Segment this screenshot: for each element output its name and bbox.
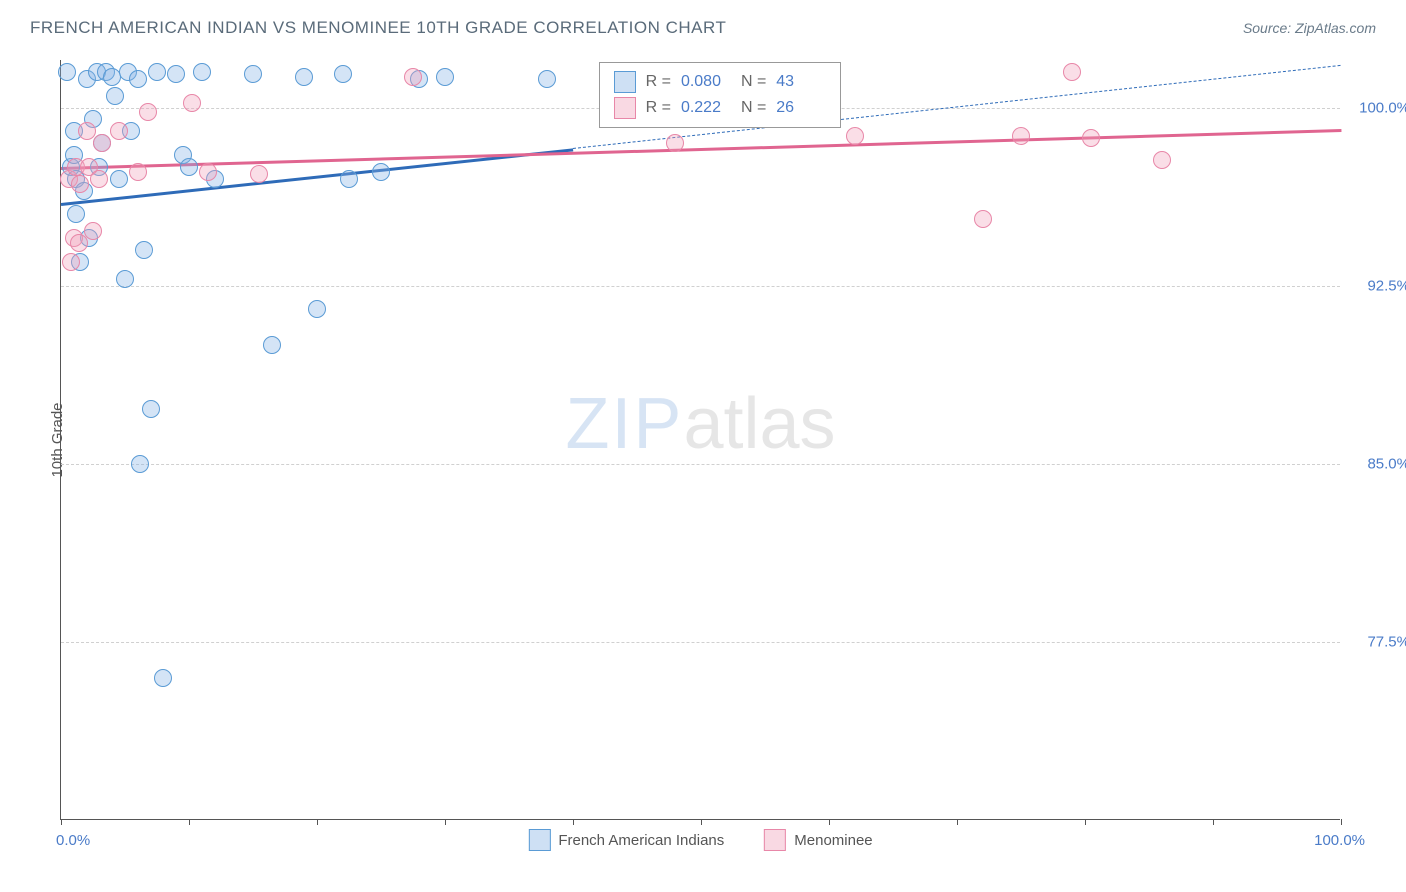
n-label: N = — [741, 73, 766, 91]
data-point — [106, 87, 124, 105]
data-point — [154, 669, 172, 687]
n-value: 26 — [776, 99, 826, 117]
data-point — [110, 122, 128, 140]
stats-row: R = 0.222 N = 26 — [614, 97, 827, 119]
chart-container: 10th Grade ZIPatlas 0.0% 100.0% French A… — [60, 60, 1370, 820]
data-point — [67, 205, 85, 223]
data-point — [180, 158, 198, 176]
x-tick — [61, 819, 62, 825]
grid-line — [61, 464, 1340, 465]
data-point — [142, 400, 160, 418]
source-attribution: Source: ZipAtlas.com — [1243, 20, 1376, 36]
legend-label: French American Indians — [558, 832, 724, 849]
legend: French American Indians Menominee — [528, 829, 872, 851]
data-point — [199, 163, 217, 181]
data-point — [666, 134, 684, 152]
data-point — [334, 65, 352, 83]
r-value: 0.080 — [681, 73, 731, 91]
data-point — [116, 270, 134, 288]
legend-swatch — [764, 829, 786, 851]
grid-line — [61, 642, 1340, 643]
legend-swatch — [614, 71, 636, 93]
data-point — [974, 210, 992, 228]
legend-item: French American Indians — [528, 829, 724, 851]
data-point — [1082, 129, 1100, 147]
x-tick — [1085, 819, 1086, 825]
data-point — [404, 68, 422, 86]
y-tick-label: 85.0% — [1350, 455, 1406, 472]
data-point — [436, 68, 454, 86]
y-tick-label: 100.0% — [1350, 99, 1406, 116]
data-point — [167, 65, 185, 83]
legend-item: Menominee — [764, 829, 872, 851]
watermark-part2: atlas — [683, 384, 835, 464]
data-point — [110, 170, 128, 188]
x-axis-min-label: 0.0% — [56, 832, 90, 849]
x-tick — [957, 819, 958, 825]
y-tick-label: 77.5% — [1350, 633, 1406, 650]
data-point — [372, 163, 390, 181]
grid-line — [61, 286, 1340, 287]
x-tick — [1213, 819, 1214, 825]
x-tick — [317, 819, 318, 825]
data-point — [78, 122, 96, 140]
data-point — [131, 455, 149, 473]
watermark: ZIPatlas — [565, 383, 835, 465]
y-tick-label: 92.5% — [1350, 277, 1406, 294]
data-point — [1153, 151, 1171, 169]
data-point — [71, 175, 89, 193]
data-point — [135, 241, 153, 259]
data-point — [1012, 127, 1030, 145]
x-axis-max-label: 100.0% — [1314, 832, 1365, 849]
x-tick — [445, 819, 446, 825]
x-tick — [1341, 819, 1342, 825]
legend-label: Menominee — [794, 832, 872, 849]
data-point — [340, 170, 358, 188]
n-value: 43 — [776, 73, 826, 91]
data-point — [538, 70, 556, 88]
data-point — [129, 70, 147, 88]
stats-row: R = 0.080 N = 43 — [614, 71, 827, 93]
chart-title: FRENCH AMERICAN INDIAN VS MENOMINEE 10TH… — [30, 18, 726, 38]
data-point — [244, 65, 262, 83]
header: FRENCH AMERICAN INDIAN VS MENOMINEE 10TH… — [0, 0, 1406, 48]
data-point — [308, 300, 326, 318]
n-label: N = — [741, 99, 766, 117]
watermark-part1: ZIP — [565, 384, 683, 464]
data-point — [250, 165, 268, 183]
r-label: R = — [646, 99, 671, 117]
data-point — [193, 63, 211, 81]
data-point — [129, 163, 147, 181]
x-tick — [829, 819, 830, 825]
data-point — [93, 134, 111, 152]
x-tick — [189, 819, 190, 825]
data-point — [139, 103, 157, 121]
data-point — [295, 68, 313, 86]
plot-area: ZIPatlas 0.0% 100.0% French American Ind… — [60, 60, 1340, 820]
data-point — [183, 94, 201, 112]
stats-box: R = 0.080 N = 43 R = 0.222 N = 26 — [599, 62, 842, 128]
data-point — [90, 170, 108, 188]
r-label: R = — [646, 73, 671, 91]
data-point — [84, 222, 102, 240]
x-tick — [573, 819, 574, 825]
data-point — [148, 63, 166, 81]
data-point — [1063, 63, 1081, 81]
data-point — [846, 127, 864, 145]
data-point — [62, 253, 80, 271]
data-point — [58, 63, 76, 81]
legend-swatch — [614, 97, 636, 119]
legend-swatch — [528, 829, 550, 851]
r-value: 0.222 — [681, 99, 731, 117]
data-point — [263, 336, 281, 354]
x-tick — [701, 819, 702, 825]
